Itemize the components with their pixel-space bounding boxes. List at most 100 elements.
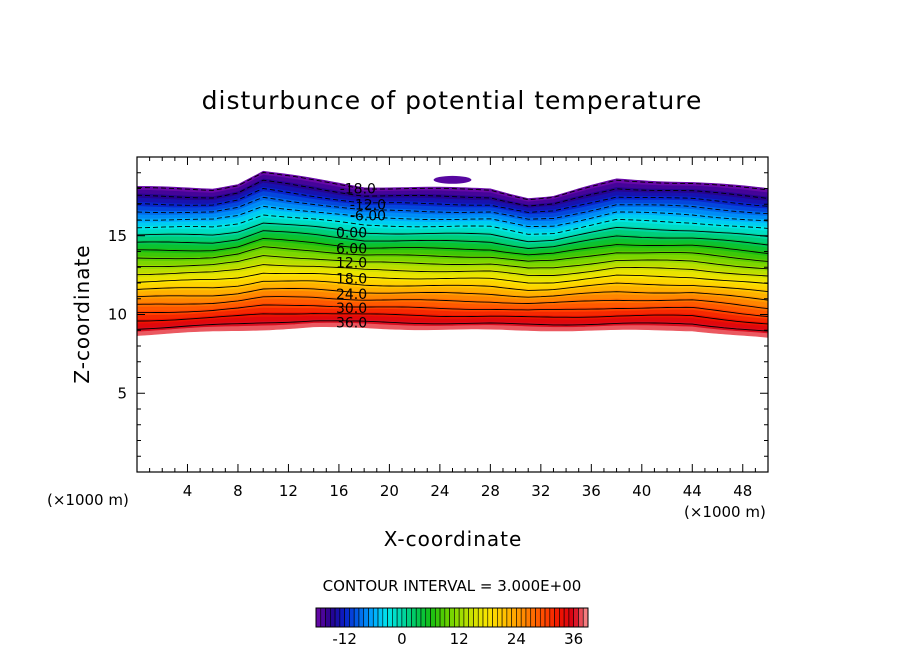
colorbar-cell	[477, 607, 484, 628]
contour-fill	[137, 170, 768, 338]
colorbar-cell	[549, 607, 555, 628]
contour-line	[137, 196, 768, 220]
x-tick-label: 16	[329, 482, 348, 500]
contour-line	[137, 205, 768, 228]
colorbar: -12 0 12 24 36	[315, 607, 589, 648]
contour-line	[137, 255, 768, 270]
x-unit-label-right: (×1000 m)	[684, 503, 766, 521]
contour-label: 6.00	[336, 241, 367, 257]
contour-line	[137, 230, 768, 249]
colorbar-cell	[449, 607, 455, 628]
colorbar-cell	[368, 607, 374, 628]
isolated-patch	[433, 175, 472, 184]
colorbar-cell	[492, 607, 498, 628]
colorbar-cell	[363, 607, 369, 628]
contour-labels: -18.0-12.0-6.00 0.006.0012.018.024.030.03…	[336, 182, 386, 332]
x-tick-label: 8	[233, 482, 243, 500]
contour-label: 24.0	[336, 287, 367, 303]
colorbar-cell	[382, 607, 388, 628]
colorbar-cell	[358, 607, 365, 628]
x-tick-label: 4	[183, 482, 193, 500]
colorbar-cell	[511, 607, 517, 628]
contour-line	[137, 238, 768, 256]
contour-line	[137, 179, 768, 207]
x-tick-label: 32	[531, 482, 550, 500]
y-tick-label: 15	[108, 227, 127, 245]
contour-line	[137, 272, 768, 284]
colorbar-cell	[372, 607, 379, 628]
contour-line	[137, 320, 768, 332]
colorbar-cell	[439, 607, 446, 628]
x-tick-label: 44	[683, 482, 702, 500]
contour-line	[137, 222, 768, 243]
colorbar-tick-label: -12	[332, 630, 357, 648]
colorbar-cell	[544, 607, 551, 628]
contour-label: 12.0	[336, 256, 367, 272]
colorbar-cell	[339, 607, 345, 628]
contour-line	[137, 246, 768, 262]
colorbar-cell	[315, 607, 322, 628]
colorbar-tick-label: 12	[450, 630, 469, 648]
contour-band	[137, 322, 768, 338]
contour-line	[137, 296, 768, 310]
contour-interval-label: CONTOUR INTERVAL = 3.000E+00	[322, 577, 582, 595]
contour-label: -12.0	[350, 197, 386, 213]
contour-line	[137, 280, 768, 293]
contour-lines	[137, 172, 768, 332]
colorbar-cell	[568, 607, 574, 628]
colorbar-cell	[573, 607, 579, 628]
contour-line	[137, 188, 768, 213]
colorbar-tick-label: 0	[397, 630, 407, 648]
colorbar-cell	[582, 607, 589, 628]
colorbar-tick-label: 36	[564, 630, 583, 648]
x-tick-label: 20	[380, 482, 399, 500]
contour-line	[137, 214, 768, 235]
colorbar-cell	[353, 607, 360, 628]
contour-label: -6.00	[350, 208, 386, 224]
colorbar-cell	[525, 607, 532, 628]
contour-line	[137, 288, 768, 301]
colorbar-cell	[463, 607, 470, 628]
y-tick-label: 10	[108, 306, 127, 324]
colorbar-cell	[349, 607, 355, 628]
colorbar-cell	[420, 607, 427, 628]
colorbar-cell	[506, 607, 512, 628]
colorbar-cell	[430, 607, 436, 628]
colorbar-cell	[396, 607, 403, 628]
colorbar-cell	[406, 607, 412, 628]
colorbar-cell	[516, 607, 522, 628]
colorbar-cell	[325, 607, 331, 628]
colorbar-cell	[458, 607, 465, 628]
colorbar-cell	[411, 607, 417, 628]
x-tick-label: 40	[632, 482, 651, 500]
x-tick-label: 28	[481, 482, 500, 500]
colorbar-cell	[454, 607, 460, 628]
contour-label: 30.0	[336, 301, 367, 317]
colorbar-cell	[559, 607, 565, 628]
colorbar-cell	[330, 607, 336, 628]
colorbar-cell	[487, 607, 493, 628]
colorbar-cell	[401, 607, 407, 628]
x-axis-label: X-coordinate	[383, 527, 523, 551]
colorbar-cell	[344, 607, 350, 628]
x-tick-label: 24	[430, 482, 449, 500]
colorbar-cell	[578, 607, 584, 628]
contour-label: 18.0	[336, 271, 367, 287]
contour-line	[137, 313, 768, 325]
colorbar-cell	[530, 607, 536, 628]
colorbar-cell	[387, 607, 393, 628]
colorbar-cell	[563, 607, 570, 628]
colorbar-cell	[539, 607, 546, 628]
colorbar-cell	[392, 607, 398, 628]
colorbar-cell	[377, 607, 384, 628]
colorbar-cell	[473, 607, 479, 628]
colorbar-cell	[497, 607, 503, 628]
colorbar-frame	[315, 607, 589, 628]
colorbar-cell	[444, 607, 450, 628]
colorbar-cell	[554, 607, 560, 628]
colorbar-tick-label: 24	[507, 630, 526, 648]
chart-title: disturbunce of potential temperature	[201, 86, 703, 115]
colorbar-cell	[334, 607, 341, 628]
